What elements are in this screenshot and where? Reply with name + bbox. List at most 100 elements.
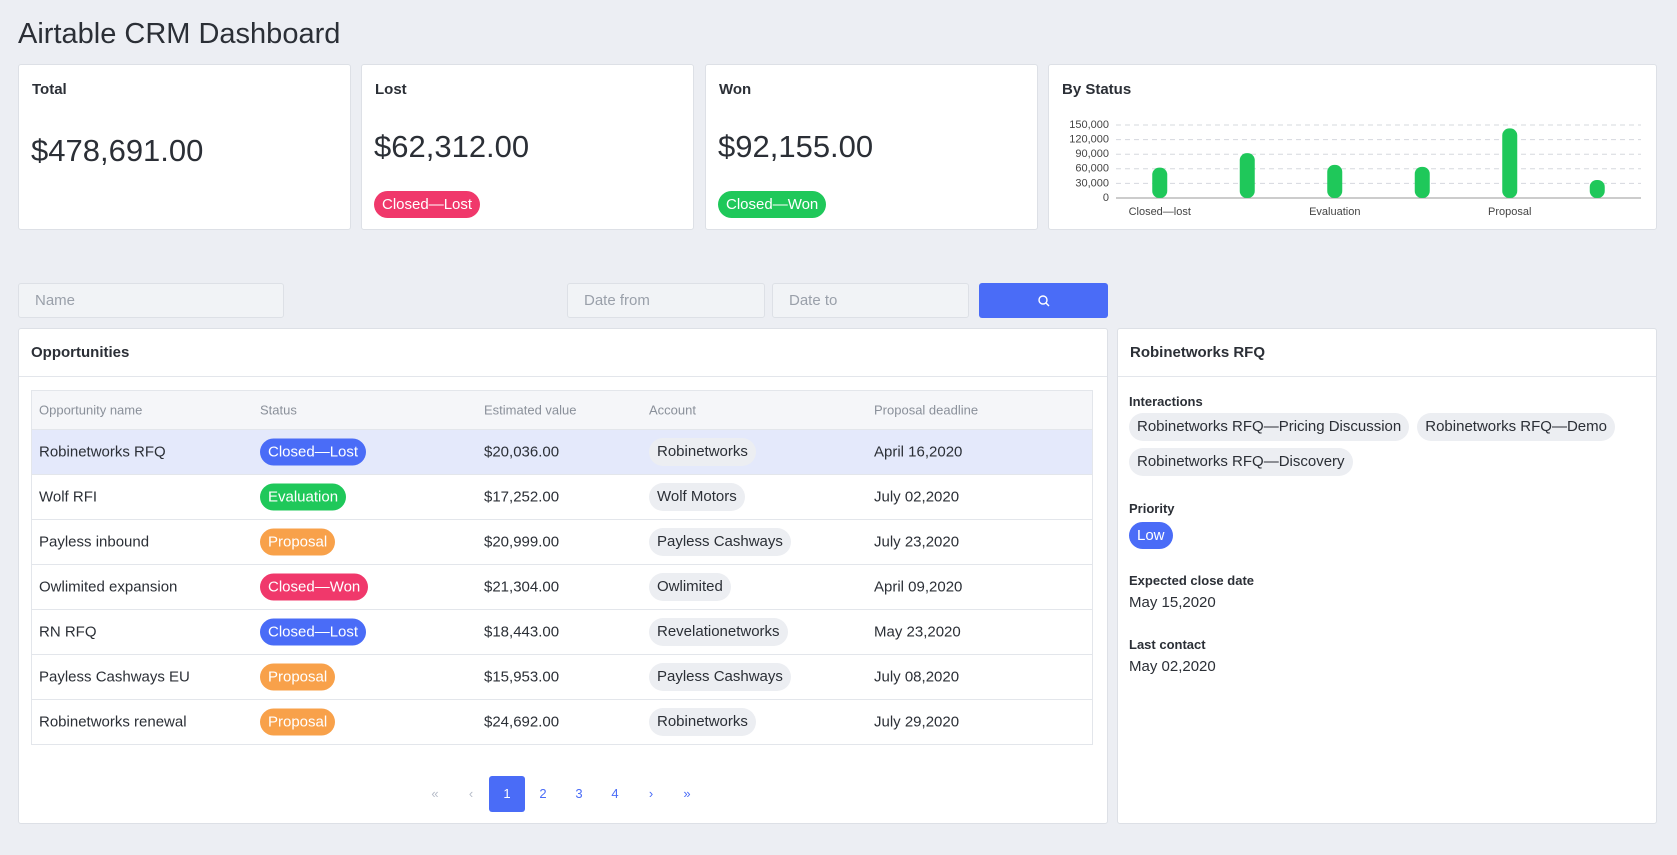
- table-row[interactable]: Owlimited expansion Closed—Won $21,304.00 O…: [32, 564, 1092, 609]
- card-label: Total: [32, 81, 67, 98]
- proposal-deadline: April 16,2020: [874, 443, 963, 461]
- field-value: May 15,2020: [1129, 594, 1216, 611]
- status-badge: Closed—Won: [260, 573, 369, 601]
- placeholder: Name: [35, 292, 76, 309]
- status-badge: Closed—Won: [718, 191, 827, 218]
- status-badge: Proposal: [260, 528, 336, 556]
- status-cell: Proposal: [260, 663, 336, 691]
- priority-badge: Low: [1129, 522, 1173, 549]
- stat-card: Lost $62,312.00 Closed—Lost: [361, 64, 694, 230]
- date-from-input[interactable]: Date from: [567, 283, 765, 318]
- proposal-deadline: July 23,2020: [874, 533, 960, 551]
- opportunity-name: Payless inbound: [39, 533, 150, 551]
- page-button[interactable]: 3: [575, 786, 583, 801]
- opportunity-name: Robinetworks renewal: [39, 713, 187, 731]
- opportunity-name: Owlimited expansion: [39, 578, 178, 596]
- placeholder: Date to: [789, 292, 838, 309]
- card-value: $62,312.00: [374, 129, 530, 164]
- x-tick-label: Closed—lost: [1129, 206, 1191, 218]
- status-badge: Proposal: [260, 708, 336, 736]
- divider: [1118, 376, 1656, 377]
- bar: [1414, 166, 1430, 198]
- card-label: Lost: [375, 81, 407, 98]
- estimated-value: $17,252.00: [484, 488, 560, 506]
- search-button[interactable]: [979, 283, 1108, 318]
- interactions: Robinetworks RFQ—Pricing Discussion Robin…: [1129, 413, 1629, 476]
- estimated-value: $20,036.00: [484, 443, 560, 461]
- proposal-deadline: July 02,2020: [874, 488, 960, 506]
- proposal-deadline: April 09,2020: [874, 578, 963, 596]
- column-header: Account: [649, 402, 696, 418]
- status-badge: Closed—Lost: [260, 618, 367, 646]
- page-button[interactable]: ‹: [468, 786, 474, 801]
- estimated-value: $15,953.00: [484, 668, 560, 686]
- status-badge: Closed—Lost: [260, 438, 367, 466]
- y-tick-label: 120,000: [1069, 134, 1109, 146]
- account-cell: Payless Cashways: [649, 663, 791, 691]
- page-button[interactable]: 4: [611, 786, 619, 801]
- y-tick-label: 0: [1103, 192, 1109, 204]
- opportunity-name: Wolf RFI: [39, 488, 98, 506]
- date-to-input[interactable]: Date to: [772, 283, 969, 318]
- page-button[interactable]: «: [431, 786, 439, 801]
- bar: [1152, 167, 1168, 198]
- field-value: May 02,2020: [1129, 658, 1216, 675]
- panel-title: Opportunities: [31, 344, 130, 361]
- account-chip: Payless Cashways: [649, 663, 791, 691]
- page-button[interactable]: 1: [489, 776, 525, 812]
- status-cell: Evaluation: [260, 483, 347, 511]
- table-row[interactable]: Wolf RFI Evaluation $17,252.00 Wolf Motors J…: [32, 474, 1092, 519]
- page-button[interactable]: 2: [539, 786, 547, 801]
- priority: Low: [1129, 522, 1173, 549]
- y-tick-label: 90,000: [1075, 148, 1109, 160]
- divider: [19, 376, 1107, 377]
- badge-wrap: Closed—Lost: [374, 191, 481, 218]
- status-cell: Closed—Won: [260, 573, 369, 601]
- account-chip: Robinetworks: [649, 708, 756, 736]
- table-row[interactable]: Robinetworks RFQ Closed—Lost $20,036.00 Rob…: [32, 429, 1092, 474]
- panel-title: Robinetworks RFQ: [1130, 344, 1266, 361]
- table-row[interactable]: Payless Cashways EU Proposal $15,953.00 Pay…: [32, 654, 1092, 699]
- interaction-chip: Robinetworks RFQ—Discovery: [1129, 448, 1353, 476]
- name-input[interactable]: Name: [18, 283, 284, 318]
- column-header: Status: [260, 402, 297, 418]
- field-label: Last contact: [1129, 637, 1206, 652]
- stat-card: Total $478,691.00: [18, 64, 351, 230]
- table-row[interactable]: Robinetworks renewal Proposal $24,692.00 Ro…: [32, 699, 1092, 744]
- card-label: Won: [719, 81, 752, 98]
- page-button[interactable]: ›: [648, 786, 654, 801]
- opportunity-name: Payless Cashways EU: [39, 668, 190, 686]
- account-chip: Wolf Motors: [649, 483, 745, 511]
- y-tick-label: 30,000: [1075, 177, 1109, 189]
- interaction-chip: Robinetworks RFQ—Pricing Discussion: [1129, 413, 1410, 441]
- account-cell: Owlimited: [649, 573, 731, 601]
- estimated-value: $21,304.00: [484, 578, 560, 596]
- account-chip: Payless Cashways: [649, 528, 791, 556]
- column-header: Estimated value: [484, 402, 577, 418]
- account-cell: Robinetworks: [649, 438, 756, 466]
- badge-wrap: Closed—Won: [718, 191, 827, 218]
- status-badge: Proposal: [260, 663, 336, 691]
- opportunities-panel: Opportunities Opportunity name Status Esti…: [18, 328, 1108, 824]
- bar: [1327, 164, 1343, 198]
- account-chip: Revelationetworks: [649, 618, 788, 646]
- detail-panel: Robinetworks RFQ Interactions Robinetwor…: [1117, 328, 1657, 824]
- field-label: Interactions: [1129, 394, 1203, 409]
- column-header: Proposal deadline: [874, 402, 979, 418]
- field-label: Expected close date: [1129, 573, 1254, 588]
- status-badge: Evaluation: [260, 483, 347, 511]
- account-chip: Owlimited: [649, 573, 731, 601]
- page-button[interactable]: »: [683, 786, 691, 801]
- stat-card: Won $92,155.00 Closed—Won: [705, 64, 1038, 230]
- field-label: Priority: [1129, 501, 1175, 516]
- account-cell: Payless Cashways: [649, 528, 791, 556]
- chart-card: By Status 0 30,000 60,000 90,000 120,000 150,…: [1048, 64, 1657, 230]
- chart-title: By Status: [1062, 81, 1132, 98]
- opportunity-name: RN RFQ: [39, 623, 97, 641]
- estimated-value: $24,692.00: [484, 713, 560, 731]
- proposal-deadline: May 23,2020: [874, 623, 961, 641]
- chart: 0 30,000 60,000 90,000 120,000 150,000 Closed—…: [1069, 119, 1641, 218]
- table-row[interactable]: RN RFQ Closed—Lost $18,443.00 Revelationetw…: [32, 609, 1092, 654]
- table-row[interactable]: Payless inbound Proposal $20,999.00 Payless…: [32, 519, 1092, 564]
